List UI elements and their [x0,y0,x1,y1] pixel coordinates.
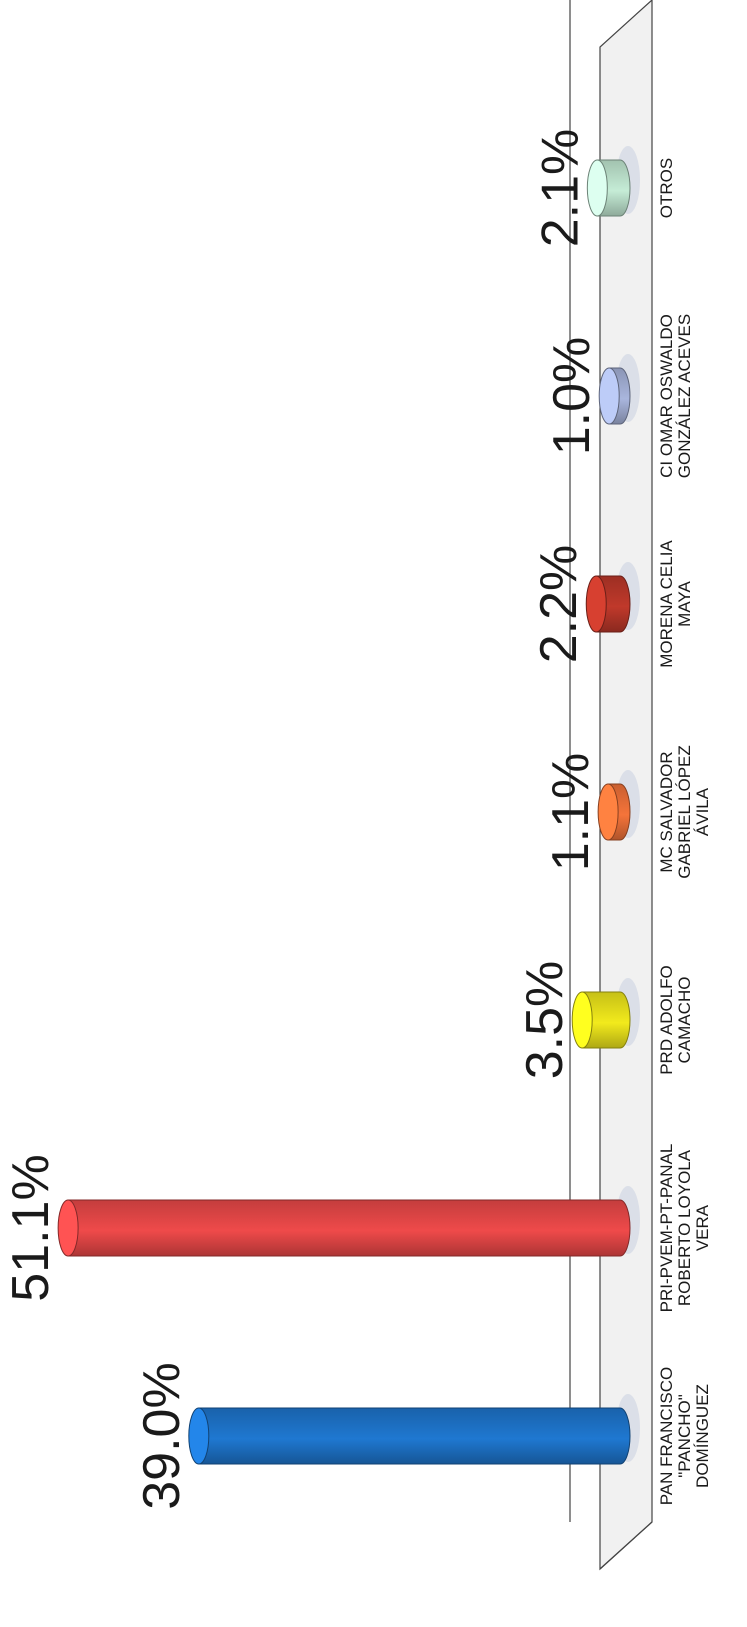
bar-top [585,575,607,633]
bar-top [188,1407,210,1465]
data-label: 51.1% [2,1154,60,1301]
bar-top [586,159,608,217]
category-label: MC SALVADORGABRIEL LÓPEZÁVILA [657,745,712,879]
data-label: 1.1% [542,753,600,872]
bar [198,1407,631,1465]
data-label: 3.5% [516,961,574,1080]
category-label: PRI-PVEM-PT-PANALROBERTO LOYOLAVERA [657,1144,712,1313]
bar-top [57,1199,79,1257]
bar [67,1199,631,1257]
data-label: 2.1% [531,129,589,248]
category-label: CI OMAR OSWALDOGONZÁLEZ ACEVES [657,314,694,478]
bar-top [598,367,620,425]
chart-left-edge [599,1521,653,1570]
category-label: MORENA CELIAMAYA [657,540,694,668]
data-label: 1.0% [543,337,601,456]
data-label: 2.2% [530,545,588,664]
bar-top [597,783,619,841]
bar [581,991,631,1049]
category-label: OTROS [657,158,676,218]
bar-top [571,991,593,1049]
data-label: 39.0% [133,1362,191,1509]
category-label: PAN FRANCISCO"PANCHO"DOMÍNGUEZ [657,1367,712,1506]
category-label: PRD ADOLFOCAMACHO [657,965,694,1075]
